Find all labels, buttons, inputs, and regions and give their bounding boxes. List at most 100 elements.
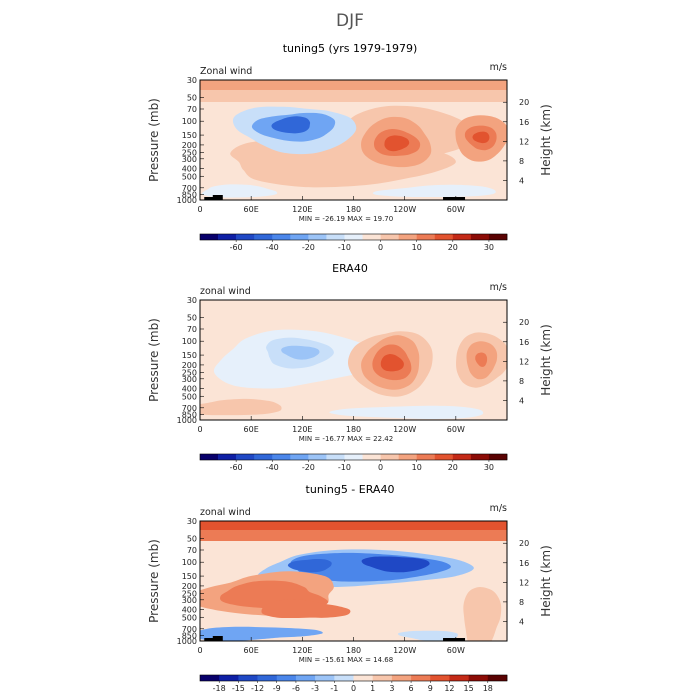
y-tick-label: 150 <box>182 351 197 360</box>
colorbar-swatch <box>488 454 508 460</box>
x-tick-label: 180 <box>346 425 361 434</box>
x-tick-label: 120W <box>393 205 416 214</box>
height-tick-label: 4 <box>519 617 524 626</box>
x-tick-label: 120E <box>292 425 312 434</box>
colorbar-swatch <box>200 675 220 681</box>
colorbar-swatch <box>391 675 412 681</box>
terrain-mask <box>204 197 215 200</box>
colorbar-swatch <box>326 234 345 240</box>
height-tick-label: 8 <box>519 377 524 386</box>
colorbar-label: 20 <box>448 243 458 252</box>
colorbar-label: 0 <box>351 684 356 693</box>
colorbar: -60 -40 -20 -10 0 10 20 30 <box>199 233 508 252</box>
colorbar-swatch <box>468 675 489 681</box>
contour-field <box>200 521 507 641</box>
height-tick-label: 16 <box>519 338 529 347</box>
terrain-mask <box>212 195 223 200</box>
height-tick-label: 8 <box>519 157 524 166</box>
height-tick-label: 12 <box>519 578 529 587</box>
y-tick-label: 850 <box>182 410 197 419</box>
height-tick-label: 4 <box>519 396 524 405</box>
y-tick-label: 150 <box>182 131 197 140</box>
height-tick-label: 8 <box>519 598 524 607</box>
height-tick-label: 4 <box>519 176 524 185</box>
units-label: m/s <box>490 282 507 293</box>
colorbar-label: -40 <box>266 463 279 472</box>
min-max-label: MIN = -15.61 MAX = 14.68 <box>299 656 393 664</box>
colorbar-swatch <box>488 234 508 240</box>
colorbar-label: -60 <box>230 463 243 472</box>
y-tick-label: 70 <box>187 325 197 334</box>
colorbar-swatch <box>236 234 255 240</box>
colorbar-label: -10 <box>338 463 351 472</box>
colorbar-label: -18 <box>213 684 226 693</box>
left-string: zonal wind <box>200 507 251 518</box>
colorbar-label: 30 <box>484 463 494 472</box>
x-tick-label: 60E <box>244 646 259 655</box>
y-tick-label: 1000 <box>177 196 197 205</box>
colorbar-label: 18 <box>483 684 493 693</box>
y-tick-label: 1000 <box>177 416 197 425</box>
y-tick-label: 300 <box>182 375 197 384</box>
colorbar-label: 0 <box>378 243 383 252</box>
y-tick-label: 250 <box>182 149 197 158</box>
x-tick-label: 60E <box>244 205 259 214</box>
min-max-label: MIN = -16.77 MAX = 22.42 <box>299 435 393 443</box>
colorbar-swatch <box>344 234 363 240</box>
y-tick-label: 30 <box>187 517 197 526</box>
colorbar-swatch <box>344 454 363 460</box>
colorbar-swatch <box>411 675 431 681</box>
height-tick-label: 16 <box>519 118 529 127</box>
units-label: m/s <box>490 503 507 514</box>
colorbar-label: 10 <box>412 243 422 252</box>
colorbar-swatch <box>254 454 273 460</box>
y-tick-label: 30 <box>187 76 197 85</box>
colorbar-swatch <box>380 234 399 240</box>
x-tick-label: 180 <box>346 205 361 214</box>
panel-1: tuning5 (yrs 1979-1979) Zonal wind m/s 30 50… <box>147 42 553 252</box>
x-tick-label: 60E <box>244 425 259 434</box>
colorbar-label: 30 <box>484 243 494 252</box>
colorbar-swatch <box>362 454 381 460</box>
colorbar-label: 9 <box>428 684 433 693</box>
y-tick-label: 850 <box>182 631 197 640</box>
height-tick-label: 20 <box>519 539 529 548</box>
colorbar-swatch <box>219 675 239 681</box>
colorbar-swatch <box>434 454 454 460</box>
panel-title: tuning5 - ERA40 <box>306 483 395 496</box>
y-tick-label: 50 <box>187 93 197 102</box>
x-tick-label: 60W <box>447 425 465 434</box>
contour-field <box>200 80 507 200</box>
y-tick-label: 400 <box>182 606 197 615</box>
colorbar-swatch <box>449 675 469 681</box>
y-tick-label: 700 <box>182 184 197 193</box>
panel-title: tuning5 (yrs 1979-1979) <box>283 42 418 55</box>
colorbar-swatch <box>470 454 490 460</box>
colorbar-label: -9 <box>273 684 281 693</box>
colorbar-label: 10 <box>412 463 422 472</box>
x-tick-label: 60W <box>447 646 465 655</box>
y-tick-label: 850 <box>182 190 197 199</box>
height-tick-label: 16 <box>519 559 529 568</box>
y-tick-label: 700 <box>182 625 197 634</box>
colorbar-swatch <box>290 234 309 240</box>
height-tick-label: 20 <box>519 318 529 327</box>
colorbar-swatch <box>254 234 273 240</box>
x-tick-label: 0 <box>197 205 202 214</box>
terrain-mask <box>212 636 223 641</box>
left-string: Zonal wind <box>200 66 252 77</box>
colorbar-swatch <box>276 675 297 681</box>
colorbar-swatch <box>380 454 399 460</box>
colorbar-swatch <box>434 234 454 240</box>
colorbar-swatch <box>372 675 393 681</box>
colorbar-swatch <box>362 234 381 240</box>
colorbar-swatch <box>236 454 255 460</box>
colorbar-label: -60 <box>230 243 243 252</box>
y-tick-label: 500 <box>182 172 197 181</box>
x-tick-label: 0 <box>197 425 202 434</box>
colorbar: -18 -15 -12 -9 -6 -3 -1 0 1 3 6 9 12 15 18 <box>199 674 508 693</box>
colorbar-label: -10 <box>338 243 351 252</box>
y-tick-label: 150 <box>182 572 197 581</box>
